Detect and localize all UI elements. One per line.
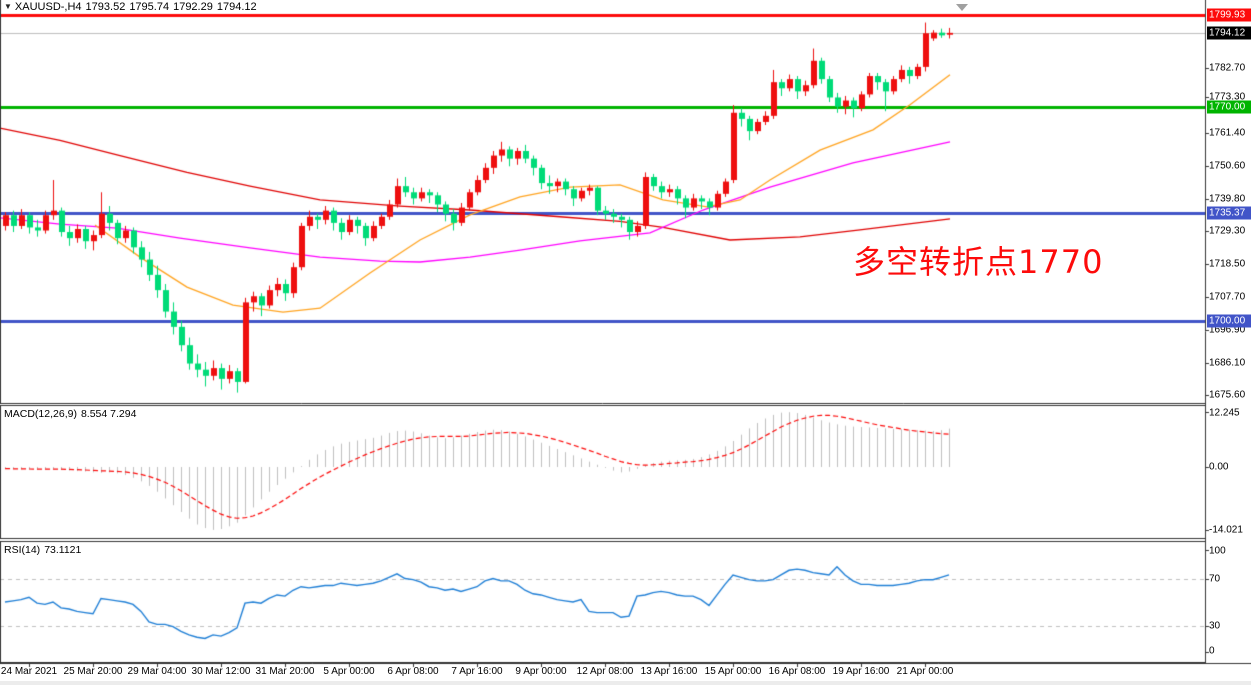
chart-shift-marker-icon[interactable] (956, 4, 968, 11)
rsi-value: 73.1121 (44, 544, 82, 556)
price-tick-label: 1750.60 (1209, 160, 1246, 172)
price-level-badge: 1770.00 (1207, 100, 1251, 114)
price-tick-label: 1675.60 (1209, 389, 1246, 401)
price-tick-label: 1782.70 (1209, 62, 1246, 74)
price-level-badge: 1700.00 (1207, 314, 1251, 328)
rsi-indicator-label: RSI(14) 73.1121 (4, 544, 85, 556)
time-axis-label: 12 Apr 08:00 (576, 666, 634, 677)
time-axis-label: 16 Apr 08:00 (768, 666, 826, 677)
price-tick-label: 1707.70 (1209, 291, 1246, 303)
rsi-tick-label: 30 (1209, 620, 1221, 631)
time-axis-label: 6 Apr 08:00 (387, 666, 439, 677)
macd-values: 8.554 7.294 (80, 408, 137, 420)
rsi-tick-label: 0 (1209, 645, 1215, 657)
macd-indicator-label: MACD(12,26,9) 8.554 7.294 (4, 408, 140, 420)
price-level-badge: 1735.37 (1207, 206, 1251, 220)
ohlc-high: 1795.74 (129, 1, 170, 13)
window-bottom-edge (0, 681, 1251, 685)
price-tick-label: 1761.40 (1209, 127, 1246, 139)
time-axis-label: 30 Mar 12:00 (191, 666, 251, 677)
time-axis-label: 15 Apr 00:00 (704, 666, 762, 677)
time-axis-label: 9 Apr 00:00 (515, 666, 567, 677)
macd-rsi-panel-separator[interactable] (0, 537, 1205, 542)
time-axis-label: 7 Apr 16:00 (451, 666, 503, 677)
rsi-name: RSI(14) (4, 544, 41, 556)
main-macd-panel-separator[interactable] (0, 402, 1205, 407)
time-axis-label: 29 Mar 04:00 (127, 666, 187, 677)
chart-text-annotation[interactable]: 多空转折点1770 (853, 243, 1104, 281)
rsi-tick-label: 100 (1209, 545, 1226, 557)
macd-tick-label: -14.021 (1209, 524, 1243, 536)
price-tick-label: 1696.90 (1209, 324, 1246, 336)
time-axis-label: 19 Apr 16:00 (832, 666, 890, 677)
symbol-timeframe: XAUUSD-,H4 (14, 1, 82, 13)
macd-tick-label: 12.245 (1209, 407, 1240, 419)
price-tick-label: 1773.30 (1209, 91, 1246, 103)
ohlc-low: 1792.29 (173, 1, 213, 13)
price-tick-label: 1718.50 (1209, 258, 1246, 270)
price-tick-label: 1729.30 (1209, 225, 1246, 237)
time-axis-label: 5 Apr 00:00 (323, 666, 375, 677)
ohlc-open: 1793.52 (85, 1, 126, 13)
time-axis-label: 21 Apr 00:00 (896, 666, 954, 677)
time-axis-label: 31 Mar 20:00 (255, 666, 315, 677)
price-tick-label: 1686.10 (1209, 357, 1246, 369)
chart-header: ▼ XAUUSD-,H4 1793.52 1795.74 1792.29 1794.12 (4, 1, 261, 13)
time-axis-label: 13 Apr 16:00 (640, 666, 698, 677)
price-tick-label: 1739.80 (1209, 193, 1246, 205)
macd-tick-label: 0.00 (1209, 461, 1229, 473)
rsi-tick-label: 70 (1209, 573, 1221, 584)
symbol-dropdown-icon: ▼ (4, 2, 12, 11)
price-level-badge: 1799.93 (1207, 8, 1251, 22)
time-axis-label: 24 Mar 2021 (0, 666, 58, 677)
macd-name: MACD(12,26,9) (4, 408, 77, 420)
price-level-badge: 1794.12 (1207, 26, 1251, 40)
time-axis-label: 25 Mar 20:00 (63, 666, 123, 677)
ohlc-close: 1794.12 (216, 1, 257, 13)
